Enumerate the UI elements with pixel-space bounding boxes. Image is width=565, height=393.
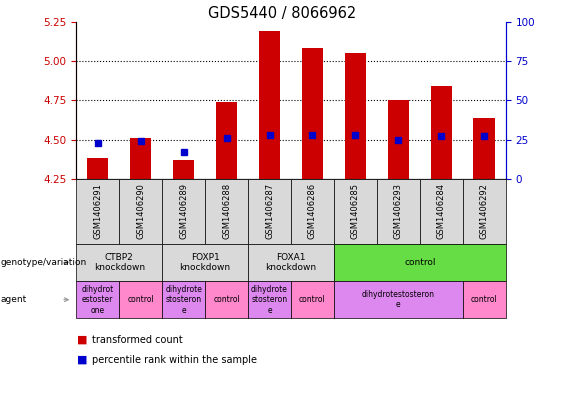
Bar — [130, 138, 151, 179]
Bar — [259, 31, 280, 179]
Text: dihydrote
stosteron
e: dihydrote stosteron e — [165, 285, 202, 314]
Text: GSM1406291: GSM1406291 — [93, 183, 102, 239]
Text: control: control — [404, 258, 436, 267]
Bar — [173, 160, 194, 179]
Text: GSM1406287: GSM1406287 — [265, 183, 274, 239]
Bar — [431, 86, 452, 179]
Text: GSM1406293: GSM1406293 — [394, 183, 403, 239]
Text: control: control — [299, 295, 326, 304]
Text: transformed count: transformed count — [92, 335, 183, 345]
Text: GSM1406285: GSM1406285 — [351, 183, 360, 239]
Bar — [87, 158, 108, 179]
Text: ■: ■ — [77, 335, 88, 345]
Text: GSM1406288: GSM1406288 — [222, 183, 231, 239]
Text: dihydrotestosteron
e: dihydrotestosteron e — [362, 290, 435, 309]
Text: GSM1406292: GSM1406292 — [480, 183, 489, 239]
Text: GSM1406286: GSM1406286 — [308, 183, 317, 239]
Bar — [388, 100, 409, 179]
Bar — [302, 48, 323, 179]
Text: CTBP2
knockdown: CTBP2 knockdown — [94, 253, 145, 272]
Bar — [345, 53, 366, 179]
Text: GSM1406284: GSM1406284 — [437, 183, 446, 239]
Text: GSM1406289: GSM1406289 — [179, 183, 188, 239]
Text: FOXA1
knockdown: FOXA1 knockdown — [266, 253, 316, 272]
Text: genotype/variation: genotype/variation — [1, 258, 87, 267]
Text: GSM1406290: GSM1406290 — [136, 183, 145, 239]
Text: dihydrot
estoster
one: dihydrot estoster one — [81, 285, 114, 314]
Text: control: control — [127, 295, 154, 304]
Text: dihydrote
stosteron
e: dihydrote stosteron e — [251, 285, 288, 314]
Text: agent: agent — [1, 295, 27, 304]
Text: FOXP1
knockdown: FOXP1 knockdown — [180, 253, 231, 272]
Text: control: control — [213, 295, 240, 304]
Text: percentile rank within the sample: percentile rank within the sample — [92, 354, 257, 365]
Text: ■: ■ — [77, 354, 88, 365]
Bar — [216, 102, 237, 179]
Text: GDS5440 / 8066962: GDS5440 / 8066962 — [208, 6, 357, 21]
Text: control: control — [471, 295, 498, 304]
Bar — [473, 118, 495, 179]
